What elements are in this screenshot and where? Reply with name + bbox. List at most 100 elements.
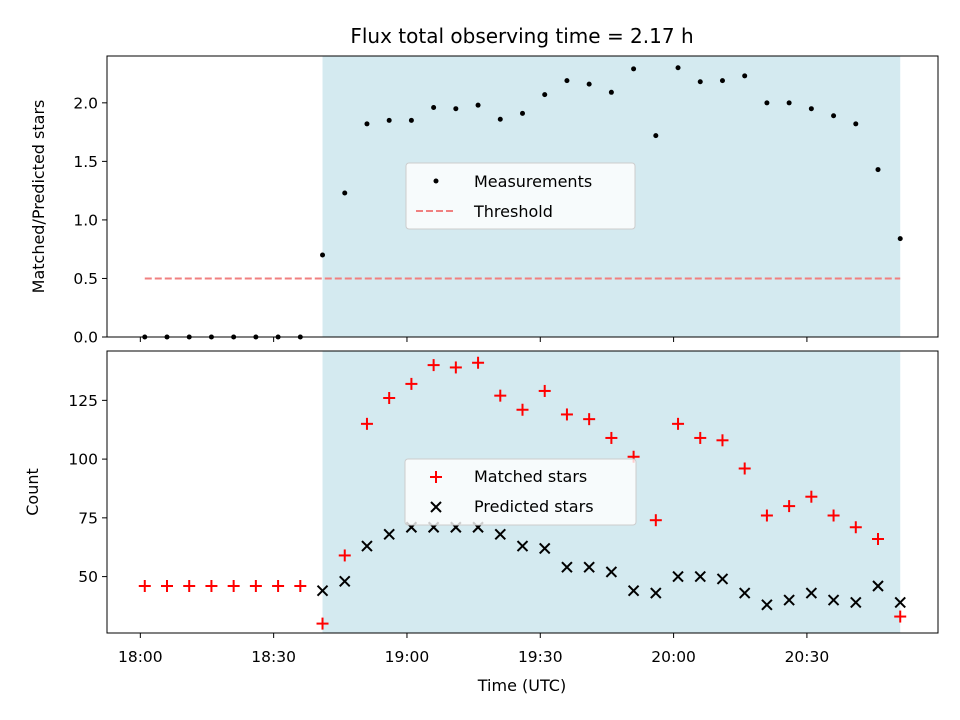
measurement-point xyxy=(320,252,326,258)
ratio-x-ticks xyxy=(139,337,808,342)
measurement-point xyxy=(719,78,725,84)
measurement-point xyxy=(542,92,548,98)
count-panel: 50 75 100 125 18:00 18:30 19:00 19:30 20:00 20:3… xyxy=(23,350,939,666)
count-y-label: Count xyxy=(23,468,42,516)
measurement-point xyxy=(453,106,459,112)
predicted-star-point xyxy=(716,573,729,585)
x-tick-label: 20:30 xyxy=(785,648,830,666)
predicted-star-point xyxy=(872,580,884,592)
matched-star-point xyxy=(827,509,840,522)
y-tick-label: 0.5 xyxy=(73,270,98,288)
matched-star-point xyxy=(338,549,351,562)
matched-star-point xyxy=(560,408,573,421)
matched-star-point xyxy=(272,580,285,592)
y-tick-label: 75 xyxy=(78,509,98,527)
measurement-point xyxy=(697,79,703,85)
y-tick-label: 50 xyxy=(78,568,98,586)
predicted-star-point xyxy=(539,542,551,555)
measurement-point xyxy=(342,190,348,196)
count-x-axis: 18:00 18:30 19:00 19:30 20:00 20:30 xyxy=(118,633,829,666)
legend-measurements-label: Measurements xyxy=(474,172,592,191)
matched-star-point xyxy=(383,392,396,404)
x-tick-label: 19:30 xyxy=(518,648,563,666)
matched-star-point xyxy=(738,462,751,475)
legend-matched-label: Matched stars xyxy=(474,467,587,486)
measurement-point xyxy=(475,102,481,108)
predicted-star-point xyxy=(383,528,395,541)
count-marks xyxy=(138,356,907,630)
predicted-star-point xyxy=(361,540,373,552)
y-tick-label: 100 xyxy=(68,451,98,469)
matched-star-point xyxy=(249,580,262,592)
matched-star-point xyxy=(294,580,307,592)
predicted-star-point xyxy=(761,599,773,611)
y-tick-label: 125 xyxy=(68,392,98,410)
predicted-star-point xyxy=(605,566,618,578)
measurement-point xyxy=(875,167,881,173)
x-tick-label: 20:00 xyxy=(651,648,696,666)
predicted-star-point xyxy=(672,570,684,583)
measurement-point xyxy=(764,100,770,106)
matched-star-point xyxy=(494,389,507,402)
measurement-point xyxy=(586,81,592,87)
predicted-star-point xyxy=(783,594,795,606)
ratio-plot-frame xyxy=(106,55,939,338)
matched-star-point xyxy=(672,417,685,430)
matched-star-point xyxy=(160,580,173,592)
matched-star-point xyxy=(316,617,329,630)
predicted-star-point xyxy=(339,575,351,588)
y-tick-label: 1.0 xyxy=(73,211,98,229)
x-tick-label: 18:30 xyxy=(251,648,296,666)
count-y-axis: 50 75 100 125 xyxy=(68,392,107,586)
matched-star-point xyxy=(872,533,885,545)
predicted-star-point xyxy=(694,570,706,583)
matched-star-point xyxy=(849,521,862,534)
measurement-point xyxy=(564,78,570,84)
matched-star-point xyxy=(605,431,618,444)
x-tick-label: 19:00 xyxy=(385,648,430,666)
ratio-panel: 0.00.51.01.52.0 Matched/Predicted stars … xyxy=(29,55,939,347)
legend-matched-marker xyxy=(430,471,442,483)
measurement-point xyxy=(853,121,859,127)
predicted-star-point xyxy=(738,587,751,599)
matched-star-point xyxy=(449,361,462,374)
measurement-point xyxy=(608,89,614,95)
measurement-point xyxy=(675,65,681,71)
ratio-legend: Measurements Threshold xyxy=(405,162,636,230)
matched-star-point xyxy=(805,490,818,503)
legend-predicted-label: Predicted stars xyxy=(474,497,594,516)
ratio-y-axis: 0.0 0.5 1.0 1.5 2.0 xyxy=(73,94,107,347)
predicted-star-point xyxy=(494,528,506,541)
measurement-point xyxy=(742,73,748,79)
count-plot-frame xyxy=(106,350,939,634)
y-tick-label: 1.5 xyxy=(73,153,98,171)
count-legend: Matched stars Predicted stars xyxy=(404,458,637,526)
predicted-star-point xyxy=(805,587,818,599)
measurement-point xyxy=(408,117,414,123)
matched-star-point xyxy=(716,434,729,447)
matched-star-point xyxy=(405,377,418,390)
measurement-point xyxy=(386,117,392,123)
measurement-point xyxy=(431,105,437,111)
matched-star-point xyxy=(360,417,373,430)
measurement-point xyxy=(831,113,837,119)
matched-star-point xyxy=(760,509,773,522)
matched-star-point xyxy=(583,413,596,426)
measurement-point xyxy=(786,100,792,106)
predicted-star-point xyxy=(583,561,595,573)
measurement-point xyxy=(520,110,525,116)
predicted-star-point xyxy=(827,594,840,606)
matched-star-point xyxy=(894,610,907,623)
count-legend-box xyxy=(404,458,637,526)
matched-star-point xyxy=(783,500,796,513)
ratio-legend-box xyxy=(405,162,636,230)
ratio-y-label: Matched/Predicted stars xyxy=(29,100,48,294)
measurement-point xyxy=(808,106,814,112)
chart-title: Flux total observing time = 2.17 h xyxy=(350,24,693,48)
predicted-star-point xyxy=(316,584,329,597)
matched-star-point xyxy=(138,580,151,592)
measurement-point xyxy=(653,133,659,139)
measurement-point xyxy=(497,116,503,122)
matched-star-point xyxy=(516,403,529,416)
